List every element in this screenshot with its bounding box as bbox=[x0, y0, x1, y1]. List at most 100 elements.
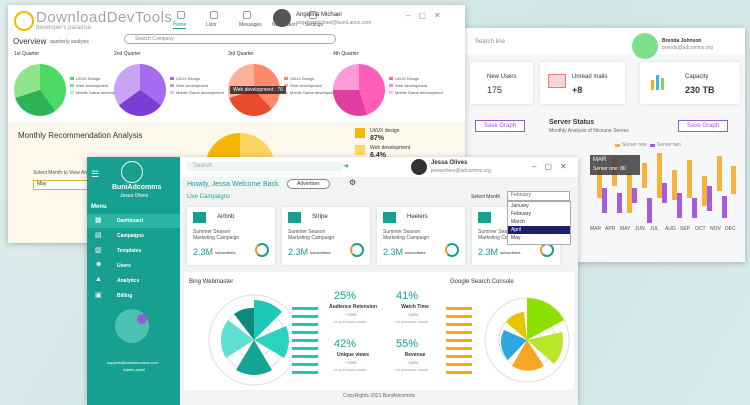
legend-item: UI/UX Design bbox=[176, 76, 201, 81]
campaign-icon bbox=[383, 212, 396, 223]
search[interactable]: Search bbox=[187, 162, 343, 171]
month-label: DEC bbox=[725, 226, 736, 232]
menu-item[interactable]: Analytics bbox=[117, 278, 140, 284]
avatar bbox=[273, 9, 291, 27]
nav-item[interactable]: Home bbox=[173, 22, 187, 29]
quarter-label: 3rd Quarter bbox=[228, 51, 254, 57]
pie bbox=[14, 64, 66, 116]
legend-swatch bbox=[170, 91, 174, 94]
card-value: 175 bbox=[487, 85, 503, 95]
tooltip: Web development : 76 bbox=[230, 86, 286, 94]
option[interactable]: May bbox=[511, 235, 521, 241]
stat-note: vs previous month bbox=[396, 367, 429, 372]
legend-swatch bbox=[170, 77, 174, 80]
nav-item[interactable]: Lists bbox=[206, 22, 217, 28]
server-subtitle: Monthly Analysis of Ntcoune Serves bbox=[549, 128, 629, 134]
stat-label: Revenue bbox=[404, 352, 426, 358]
tooltip: MAR Server one: 80 bbox=[590, 155, 640, 175]
nav-item[interactable]: Messages bbox=[239, 22, 262, 28]
campaign-desc: Summer Season Marketing Campaign bbox=[193, 229, 240, 241]
user-name: Angelina Michael bbox=[296, 12, 342, 18]
nav-icon[interactable] bbox=[309, 11, 317, 19]
rec-value: 6.4% bbox=[370, 152, 386, 159]
legend-item: Web development bbox=[290, 83, 323, 88]
legend-item: Mobile Game development bbox=[76, 90, 124, 95]
avatar bbox=[632, 33, 658, 59]
search[interactable]: Search Company bbox=[124, 34, 336, 44]
campaign-count: 2.3M bbox=[193, 247, 214, 257]
title: Overview bbox=[13, 37, 47, 46]
illustration-dot bbox=[137, 314, 147, 324]
stat-label: Unique views bbox=[337, 352, 369, 358]
option[interactable]: March bbox=[511, 219, 525, 225]
settings-icon[interactable]: ⚙ bbox=[349, 178, 357, 187]
card-label: Capacity bbox=[685, 74, 709, 80]
nav-item[interactable]: Settings bbox=[305, 22, 324, 28]
user-email: brenda@adcomms.org bbox=[662, 45, 713, 51]
month-axis: MAR APR MAY JUN JUL AUG SEP OCT NOV DEC bbox=[585, 226, 745, 234]
menu-item[interactable]: Templates bbox=[117, 248, 142, 254]
stat-note: vs previous month bbox=[334, 319, 367, 324]
legend-item: Server two bbox=[657, 142, 681, 148]
legend-swatch bbox=[284, 77, 288, 80]
menu-icon[interactable]: ☰ bbox=[91, 169, 100, 179]
campaign-count: 2.3M bbox=[383, 247, 404, 257]
window-controls: –▢✕ bbox=[532, 162, 575, 171]
campaign-count: 2.3M bbox=[478, 247, 499, 257]
bars bbox=[597, 153, 736, 223]
menu-item[interactable]: Dashboard bbox=[117, 218, 144, 224]
menu-item[interactable]: Campaigns bbox=[117, 233, 144, 239]
search-go[interactable]: ➜ bbox=[343, 163, 349, 170]
option[interactable]: February bbox=[511, 211, 532, 217]
select[interactable]: February bbox=[507, 191, 570, 201]
legend-swatch bbox=[284, 91, 288, 94]
menu-item[interactable]: Users bbox=[117, 263, 131, 269]
menu-title: Menu bbox=[91, 204, 107, 210]
stat-value: 25% bbox=[334, 290, 357, 302]
legend-swatch bbox=[650, 144, 655, 147]
campaign-unit: subscribers bbox=[310, 250, 331, 255]
campaign-icon bbox=[478, 212, 491, 223]
stat-change: +20% bbox=[346, 360, 357, 365]
owner: Jessa Olives bbox=[120, 193, 149, 199]
menu-item[interactable]: Billing bbox=[117, 293, 133, 299]
legend-item: Mobile Game development bbox=[176, 90, 224, 95]
rec-label: UI/UX design bbox=[370, 128, 400, 134]
legend-item: Web development bbox=[395, 83, 428, 88]
campaign-card: Airbnb Summer Season Marketing Campaign 2.… bbox=[187, 207, 275, 265]
stat-value: 55% bbox=[396, 338, 419, 350]
menu-icon[interactable]: ▣ bbox=[95, 292, 102, 299]
menu-icon[interactable]: ▤ bbox=[95, 232, 102, 239]
option[interactable]: April bbox=[508, 226, 570, 234]
save-button[interactable]: Save Graph bbox=[678, 120, 729, 132]
role-button[interactable]: Advertiser bbox=[287, 179, 330, 189]
support-email: support@buniadcomms.com bbox=[107, 360, 158, 365]
tooltip-text: Server one: 80 bbox=[593, 166, 626, 172]
legend-swatch bbox=[355, 128, 365, 138]
menu-icon[interactable]: ▦ bbox=[95, 217, 102, 224]
month-label: OCT bbox=[695, 226, 706, 232]
pie bbox=[333, 64, 385, 116]
nav-icon[interactable] bbox=[210, 11, 218, 19]
card-label: Unread mails bbox=[572, 74, 608, 80]
month-label: JUN bbox=[635, 226, 645, 232]
menu-icon[interactable]: ▲ bbox=[95, 276, 102, 283]
menu-icon[interactable]: ☻ bbox=[95, 261, 103, 268]
greeting: Howdy, Jessa Welcome Back bbox=[187, 181, 279, 188]
month-input[interactable]: May bbox=[33, 180, 93, 190]
sidebar: ☰ BuniAdcomms Jessa Olives Menu ▦ Dashboa… bbox=[87, 157, 180, 405]
window-controls: –▢✕ bbox=[406, 11, 449, 20]
nav-icon[interactable] bbox=[243, 11, 251, 19]
rec-value: 87% bbox=[370, 135, 385, 142]
campaign-card: Stripe Summer Season Marketing Campaign 2.… bbox=[282, 207, 370, 265]
save-button[interactable]: Save Graph bbox=[475, 120, 526, 132]
card-value: 230 TB bbox=[685, 85, 715, 95]
legend-item: UI/UX Design bbox=[395, 76, 420, 81]
menu-icon[interactable]: ▥ bbox=[95, 247, 102, 254]
nav-icon[interactable] bbox=[177, 11, 185, 19]
stat-change: +20% bbox=[408, 312, 419, 317]
option[interactable]: January bbox=[511, 203, 529, 209]
card: Capacity 230 TB bbox=[640, 62, 740, 104]
select-label: Select Month bbox=[471, 194, 501, 200]
tooltip-month: MAR bbox=[593, 157, 607, 163]
